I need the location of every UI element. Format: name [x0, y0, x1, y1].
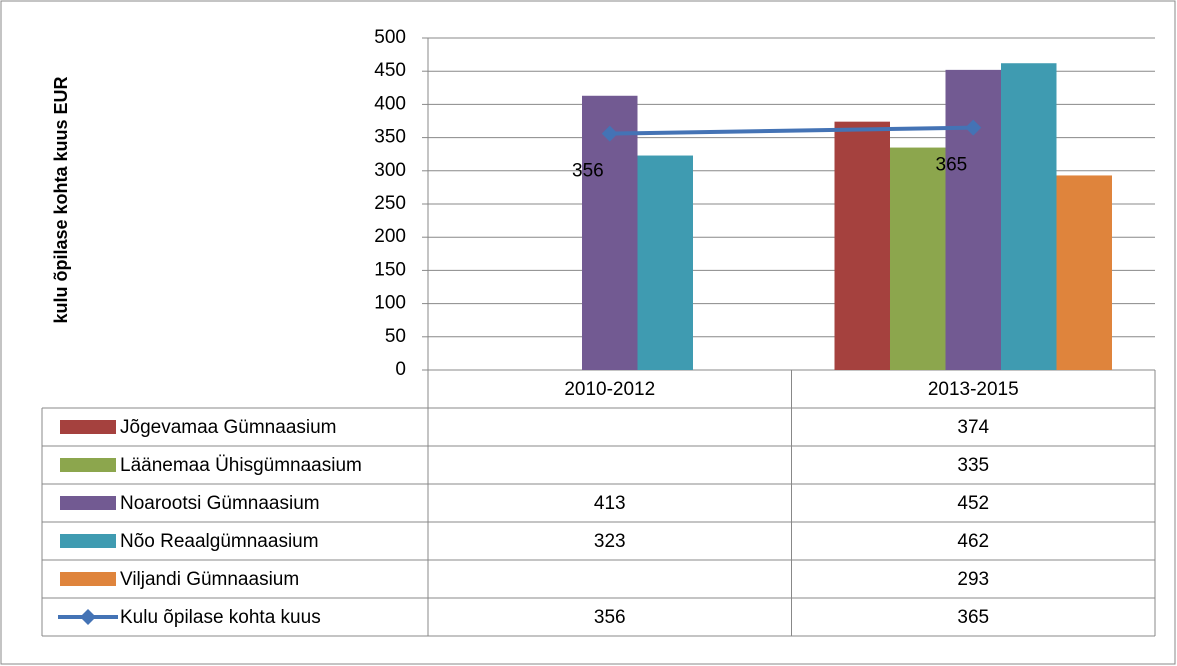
x-tick-label: 2010-2012 — [564, 379, 655, 400]
table-value: 335 — [957, 455, 989, 476]
y-tick-label: 350 — [374, 127, 406, 148]
bar — [637, 155, 693, 370]
marker — [965, 119, 982, 136]
marker — [601, 125, 618, 142]
bar — [890, 147, 946, 370]
table-value: 365 — [957, 607, 989, 628]
y-tick-label: 0 — [395, 359, 406, 380]
table-value: 452 — [957, 493, 989, 514]
y-tick-label: 100 — [374, 293, 406, 314]
legend-label: Viljandi Gümnaasium — [120, 569, 299, 590]
bar — [834, 121, 890, 370]
legend-label: Jõgevamaa Gümnaasium — [120, 417, 337, 438]
legend-key — [60, 572, 116, 586]
bar — [945, 69, 1001, 370]
line — [609, 125, 974, 136]
legend-label: Nõo Reaalgümnaasium — [120, 531, 319, 552]
legend-key — [60, 496, 116, 510]
table-value: 413 — [594, 493, 626, 514]
legend-key — [60, 420, 116, 434]
y-tick-label: 50 — [385, 326, 406, 347]
table-value: 323 — [594, 531, 626, 552]
legend-key — [60, 534, 116, 548]
x-tick-label: 2013-2015 — [928, 379, 1019, 400]
y-tick-label: 300 — [374, 160, 406, 181]
data-label: 356 — [572, 161, 604, 182]
data-label: 365 — [936, 155, 968, 176]
bar — [1056, 175, 1112, 370]
y-tick-label: 400 — [374, 93, 406, 114]
y-tick-label: 500 — [374, 27, 406, 48]
legend-key — [80, 609, 96, 625]
y-tick-label: 450 — [374, 60, 406, 81]
legend-key — [60, 458, 116, 472]
bar — [1001, 63, 1057, 371]
y-tick-label: 150 — [374, 259, 406, 280]
y-tick-label: 250 — [374, 193, 406, 214]
y-axis-label: kulu õpilase kohta kuus EUR — [51, 76, 71, 323]
table-value: 462 — [957, 531, 989, 552]
table-value: 293 — [957, 569, 989, 590]
table-value: 374 — [957, 417, 989, 438]
y-tick-label: 200 — [374, 226, 406, 247]
legend-label: Noarootsi Gümnaasium — [120, 493, 320, 514]
legend-label: Kulu õpilase kohta kuus — [120, 607, 321, 628]
legend-label: Läänemaa Ühisgümnaasium — [120, 455, 362, 476]
table-value: 356 — [594, 607, 626, 628]
